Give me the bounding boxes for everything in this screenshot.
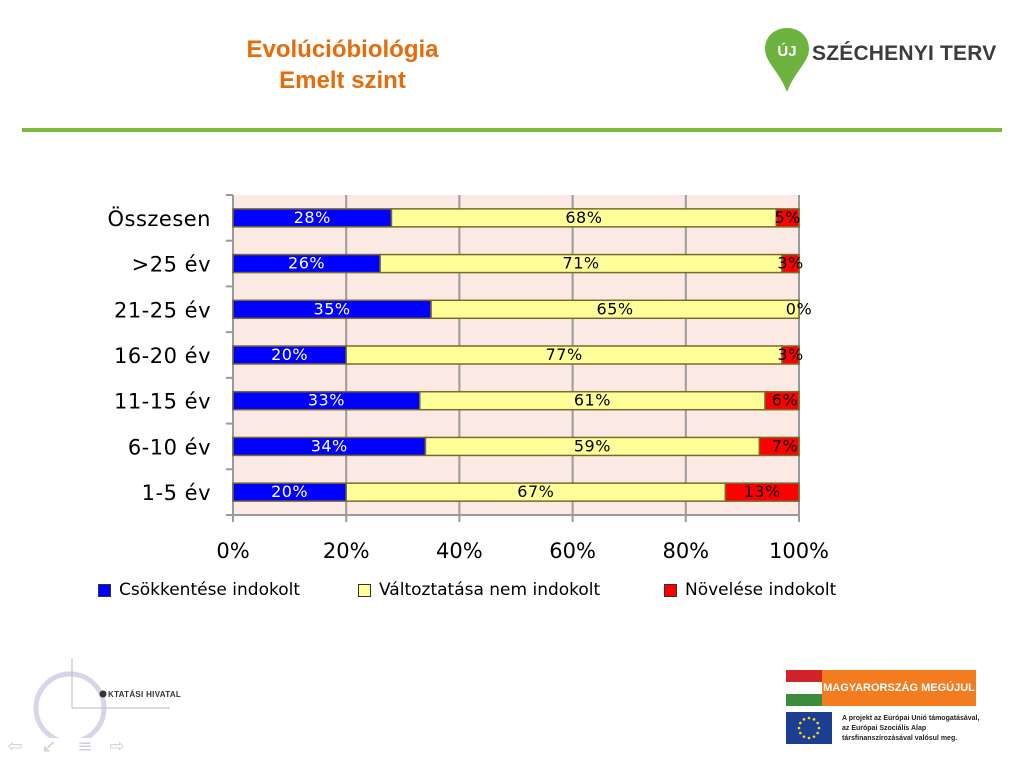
data-label: 6% [772,391,798,410]
bar-segment [724,482,800,502]
map-pin-icon: ÚJ [765,28,809,92]
data-label: 71% [563,254,600,273]
category-label: 11-15 év [114,390,211,414]
legend-item-no-change: Változtatása nem indokolt [358,580,600,600]
mm-banner-label: MAGYARORSZÁG MEGÚJUL [822,670,976,706]
legend-label-decrease: Csökkentése indokolt [119,580,301,600]
data-label: 77% [546,345,583,364]
eu-star [812,718,816,721]
data-label: 34% [311,436,348,455]
data-label: 59% [574,436,611,455]
x-tick-label: 20% [323,539,370,563]
eu-funding-notice: A projekt az Európai Unió támogatásával,… [786,712,996,748]
x-tick-label: 80% [662,539,709,563]
title-line-2: Emelt szint [279,67,406,94]
data-label: 61% [574,391,611,410]
x-tick-label: 100% [769,539,829,563]
data-label: 3% [777,345,803,364]
eu-star [817,726,821,730]
eu-text-line-1: A projekt az Európai Unió támogatásával, [842,715,980,722]
magyarorszag-megujul-banner: MAGYARORSZÁG MEGÚJUL [786,670,976,706]
eu-text-line-2: az Európai Szociális Alap [842,725,927,732]
data-label: 68% [565,208,602,227]
data-label: 7% [772,436,798,455]
legend-item-decrease: Csökkentése indokolt [98,580,300,600]
x-tick-label: 60% [549,539,596,563]
eu-flag-icon [786,712,832,744]
legend-label-no-change: Változtatása nem indokolt [379,580,601,600]
logo-uj-text: ÚJ [777,42,796,60]
oktatasi-hivatal-logo: KTATÁSI HIVATAL [30,658,182,745]
category-label: Összesen [107,206,211,231]
bar-segment [764,390,800,411]
prev-slide-icon[interactable]: ⇦ [7,736,23,757]
eu-star [807,716,811,720]
category-label: 1-5 év [142,481,211,505]
chart-legend: Csökkentése indokolt Változtatása nem in… [98,580,898,604]
data-label: 26% [288,254,325,273]
eu-star [807,736,811,740]
legend-swatch-increase [664,583,677,597]
data-label: 0% [786,299,812,318]
eu-star [797,726,801,730]
category-label: 21-25 év [114,298,211,322]
data-label: 33% [308,391,345,410]
oh-logo-text: KTATÁSI HIVATAL [108,690,182,699]
legend-swatch-no-change [358,583,371,597]
data-label: 35% [314,299,351,318]
szechenyi-terv-logo: ÚJ SZÉCHENYI TERV [762,26,996,96]
data-label: 28% [294,208,331,227]
slide-title: Evolúcióbiológia Emelt szint [190,34,495,96]
data-label: 20% [271,482,308,501]
eu-star [802,718,806,721]
bar-segment [430,299,800,320]
title-line-1: Evolúcióbiológia [246,36,439,63]
eu-star [816,721,819,725]
bar-segment [775,208,800,228]
hungarian-flag-icon [786,670,822,706]
back-icon[interactable]: ↙ [41,736,57,757]
data-label: 3% [777,254,803,273]
category-label: 6-10 év [128,435,211,459]
eu-star [816,731,819,735]
eu-star [799,731,802,735]
legend-item-increase: Növelése indokolt [664,580,836,600]
data-label: 5% [774,208,800,227]
menu-icon[interactable]: ≡ [77,736,93,757]
eu-star [802,735,806,738]
next-slide-icon[interactable]: ⇨ [109,736,125,757]
logo-szechenyi-text: SZÉCHENYI TERV [812,42,997,65]
data-label: 67% [517,482,554,501]
x-tick-label: 0% [216,539,249,563]
legend-label-increase: Növelése indokolt [685,580,837,600]
eu-star [799,721,802,725]
data-label: 65% [597,299,634,318]
slide-navigation: ⇦ ↙ ≡ ⇨ [6,738,131,760]
bar-segment [781,253,800,274]
stacked-bar-chart: 0% 20% 40% 60% 80% 100% Összesen 28% 68% 5% >25 év… [107,194,829,563]
x-tick-label: 40% [436,539,483,563]
bar-segment [781,345,800,365]
eu-text-line-3: társfinanszírozásával valósul meg. [842,735,958,742]
category-label: >25 év [132,253,211,277]
eu-funding-text: A projekt az Európai Unió támogatásával,… [842,714,992,744]
eu-star [812,735,816,738]
data-label: 13% [744,482,781,501]
category-label: 16-20 év [114,344,211,368]
data-label: 20% [271,345,308,364]
header-divider [22,128,1002,132]
bar-segment [758,436,800,457]
legend-swatch-decrease [98,583,111,597]
